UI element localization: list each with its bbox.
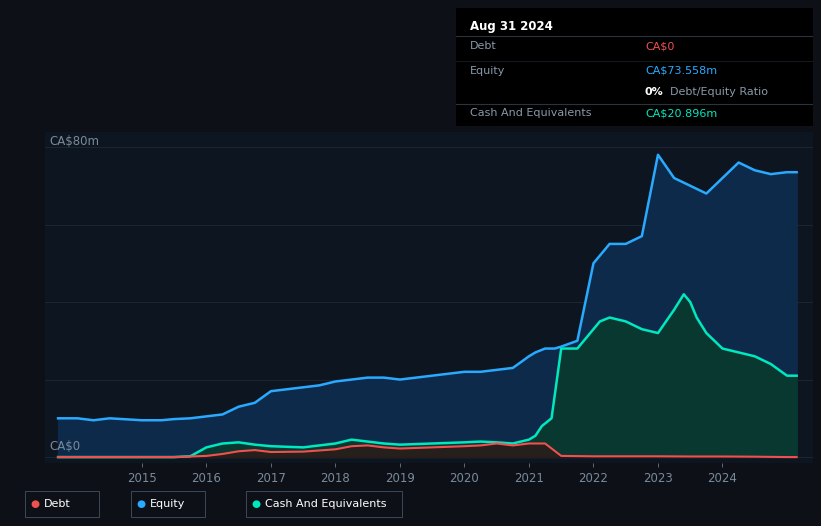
Text: ●: ●	[30, 499, 39, 509]
Text: CA$0: CA$0	[49, 440, 80, 453]
Text: ●: ●	[137, 499, 145, 509]
Text: Equity: Equity	[150, 499, 186, 509]
Text: Aug 31 2024: Aug 31 2024	[470, 19, 553, 33]
Text: CA$20.896m: CA$20.896m	[645, 108, 718, 118]
Text: Cash And Equivalents: Cash And Equivalents	[470, 108, 591, 118]
Text: Debt/Equity Ratio: Debt/Equity Ratio	[670, 87, 768, 97]
Text: Equity: Equity	[470, 66, 505, 76]
Text: Cash And Equivalents: Cash And Equivalents	[265, 499, 387, 509]
Text: 0%: 0%	[645, 87, 663, 97]
Text: CA$73.558m: CA$73.558m	[645, 66, 717, 76]
Text: ●: ●	[252, 499, 260, 509]
Text: CA$80m: CA$80m	[49, 135, 99, 148]
Text: Debt: Debt	[470, 41, 497, 51]
Text: Debt: Debt	[44, 499, 71, 509]
Text: CA$0: CA$0	[645, 41, 674, 51]
